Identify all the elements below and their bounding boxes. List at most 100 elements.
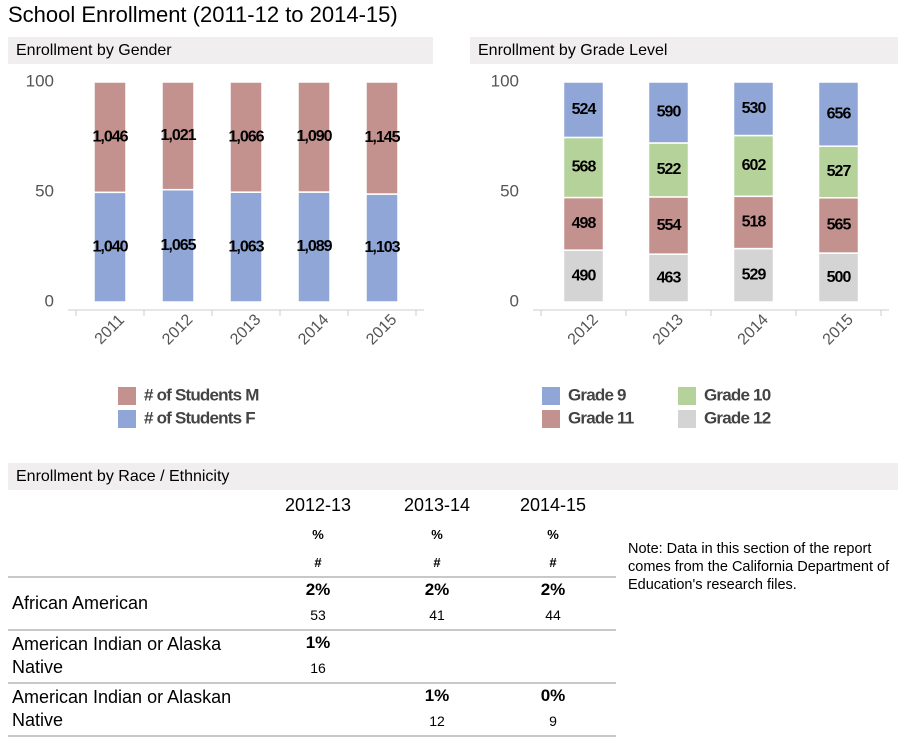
legend-label: # of Students F	[144, 408, 255, 427]
y-tick-label: 100	[491, 71, 519, 90]
cell-count: 16	[310, 660, 326, 676]
value-label: 530	[742, 100, 767, 117]
table-header: Enrollment by Race / Ethnicity	[8, 463, 898, 490]
bar-segment	[229, 191, 263, 303]
bar-segment	[647, 81, 690, 144]
value-label: 590	[657, 104, 682, 121]
bar-segment	[161, 188, 195, 303]
row-label: African American	[12, 593, 149, 613]
page-title: School Enrollment (2011-12 to 2014-15)	[8, 2, 398, 27]
value-label: 518	[742, 214, 767, 231]
note: Note: Data in this section of the report…	[628, 541, 890, 593]
bar-segment	[817, 145, 860, 199]
value-label: 554	[657, 217, 682, 234]
x-tick-label: 2011	[92, 312, 128, 348]
bar-segment	[817, 252, 860, 303]
bar-segment	[732, 247, 775, 303]
x-tick-label: 2013	[227, 311, 264, 348]
bar-segment	[562, 136, 605, 199]
sub-header: %	[547, 527, 559, 542]
value-label: 568	[572, 159, 597, 176]
bar-segment	[562, 81, 605, 139]
bar-segment	[297, 81, 331, 193]
value-label: 1,089	[296, 238, 332, 255]
y-tick-label: 0	[45, 291, 54, 310]
sub-header: #	[314, 555, 322, 570]
charts: 0 50 100 2011 1,040 1,046 2012 1,065 1,021 2013 1,…	[26, 71, 889, 428]
x-tick-label: 2015	[363, 311, 400, 348]
chart-header: Enrollment by Grade Level	[470, 37, 898, 64]
legend-label: Grade 11	[568, 408, 634, 427]
legend-label: Grade 10	[704, 385, 771, 404]
bar-segment	[647, 142, 690, 198]
sub-header: #	[549, 555, 557, 570]
legend-swatch	[118, 387, 136, 405]
row-label: American Indian or Alaska Native	[12, 634, 222, 677]
value-label: 602	[742, 157, 767, 174]
value-label: 656	[827, 105, 852, 122]
x-tick-label: 2014	[735, 311, 772, 348]
bar-segment	[732, 195, 775, 250]
value-label: 1,145	[364, 129, 400, 146]
cell-percent: 1%	[424, 686, 450, 705]
legend-swatch	[542, 387, 560, 405]
sub-header: #	[433, 555, 441, 570]
x-tick-label: 2015	[820, 311, 857, 348]
sub-header: %	[312, 527, 324, 542]
value-label: 498	[572, 215, 597, 232]
bar-segment	[647, 196, 690, 255]
value-label: 1,040	[92, 238, 128, 255]
value-label: 529	[742, 267, 767, 284]
value-label: 1,103	[364, 239, 400, 256]
column-header: 2012-13	[284, 495, 352, 515]
cell-count: 44	[545, 607, 561, 623]
y-tick-label: 50	[35, 181, 54, 200]
row-label: American Indian or Alaskan Native	[12, 687, 232, 730]
value-label: 1,065	[160, 237, 196, 254]
y-tick-label: 50	[500, 181, 519, 200]
cell-percent: 0%	[540, 686, 566, 705]
cell-count: 41	[429, 607, 445, 623]
legend-label: Grade 12	[704, 408, 771, 427]
legend-swatch	[118, 410, 136, 428]
cell-percent: 2%	[305, 580, 331, 599]
bar-segment	[732, 134, 775, 198]
bar-segment	[817, 197, 860, 254]
value-label: 490	[572, 267, 597, 284]
column-header: 2014-15	[519, 495, 587, 515]
cell-count: 53	[310, 607, 326, 623]
bar-segment	[297, 191, 331, 303]
x-tick-label: 2012	[159, 311, 196, 348]
row-rule	[8, 576, 616, 578]
value-label: 1,090	[296, 128, 332, 145]
cell-percent: 1%	[305, 633, 331, 652]
x-tick-label: 2012	[565, 311, 602, 348]
value-label: 500	[827, 269, 852, 286]
sub-header: %	[431, 527, 443, 542]
x-tick-label: 2013	[650, 311, 687, 348]
row-rule	[8, 629, 616, 631]
bar-segment	[365, 81, 399, 195]
bar-segment	[93, 81, 127, 194]
bar-segment	[732, 81, 775, 137]
value-label: 463	[657, 269, 682, 286]
value-label: 522	[657, 161, 682, 178]
value-label: 1,046	[92, 128, 128, 145]
value-label: 1,063	[228, 238, 264, 255]
legend-label: # of Students M	[144, 385, 259, 404]
cell-percent: 2%	[540, 580, 566, 599]
chart-header: Enrollment by Gender	[8, 37, 433, 64]
value-label: 524	[572, 101, 597, 118]
cell-count: 12	[429, 713, 445, 729]
legend-swatch	[542, 410, 560, 428]
value-label: 565	[827, 217, 852, 234]
value-label: 1,066	[228, 128, 264, 145]
column-header: 2013-14	[403, 495, 471, 515]
row-rule	[8, 735, 616, 737]
y-tick-label: 100	[26, 71, 54, 90]
cell-percent: 2%	[424, 580, 450, 599]
bar-segment	[161, 81, 195, 191]
legend-swatch	[678, 387, 696, 405]
x-tick-label: 2014	[295, 311, 332, 348]
